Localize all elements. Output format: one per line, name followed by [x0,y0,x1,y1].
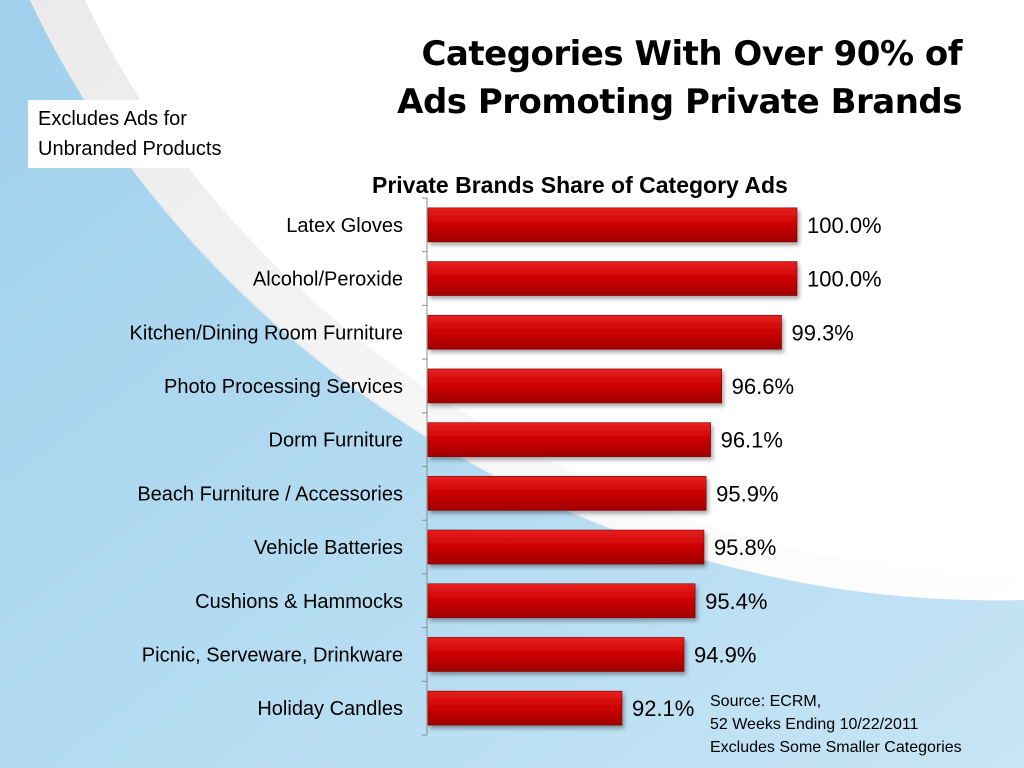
data-label: 95.8% [714,535,776,560]
data-label: 96.6% [732,374,794,399]
data-label: 96.1% [721,428,783,453]
category-label: Photo Processing Services [164,376,403,398]
page-title-line-1: Categories With Over 90% of [421,34,962,74]
data-label: 95.9% [716,481,778,506]
bar [427,690,623,726]
data-label: 99.3% [791,320,853,345]
bar [427,207,798,243]
bar [427,637,685,672]
source-note-line-3: Excludes Some Smaller Categories [710,739,962,756]
exclusion-note-line-1: Excludes Ads for [38,108,187,130]
category-label: Dorm Furniture [269,430,403,452]
data-label: 92.1% [632,696,694,721]
exclusion-note-line-2: Unbranded Products [38,138,222,160]
bar [427,476,707,511]
bar [427,314,782,350]
category-label: Holiday Candles [257,698,403,720]
bar [427,422,711,457]
category-label: Kitchen/Dining Room Furniture [130,322,403,344]
bar [427,368,722,404]
exclusion-note: Excludes Ads for Unbranded Products [28,100,262,168]
bar [427,529,705,565]
bar [427,583,696,619]
source-note: Source: ECRM, 52 Weeks Ending 10/22/2011… [710,690,962,759]
data-label: 94.9% [694,642,756,667]
data-label: 100.0% [807,213,882,238]
category-label: Cushions & Hammocks [195,591,403,613]
page-title-line-2: Ads Promoting Private Brands [397,82,962,122]
bar [427,261,798,296]
chart-title: Private Brands Share of Category Ads [372,172,788,198]
category-label: Alcohol/Peroxide [253,269,403,291]
source-note-line-1: Source: ECRM, [710,693,822,710]
category-label: Vehicle Batteries [254,537,403,559]
category-label: Latex Gloves [286,215,403,237]
data-label: 100.0% [807,267,882,292]
source-note-line-2: 52 Weeks Ending 10/22/2011 [710,716,919,733]
category-label: Beach Furniture / Accessories [137,483,403,505]
category-label: Picnic, Serveware, Drinkware [142,644,403,666]
data-label: 95.4% [705,589,767,614]
page-title: Categories With Over 90% of Ads Promotin… [322,30,962,126]
